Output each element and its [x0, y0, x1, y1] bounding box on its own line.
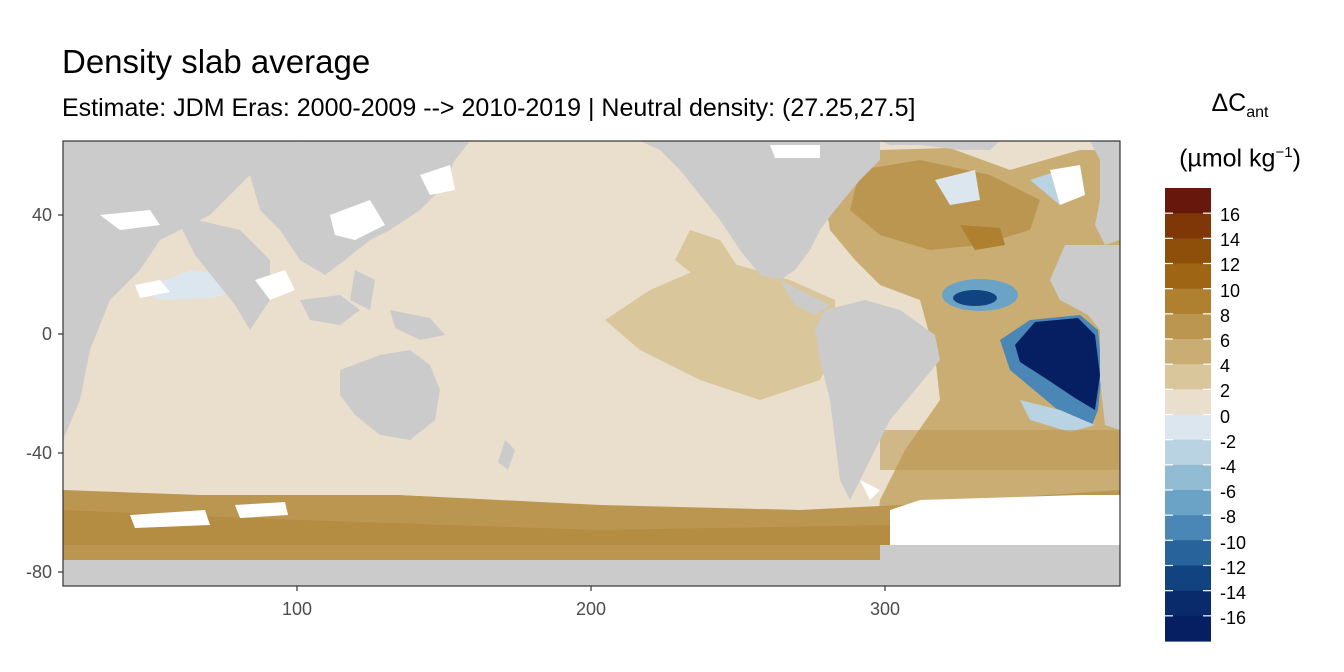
indian-southern-boundary	[63, 440, 700, 505]
colorbar-swatch	[1165, 464, 1211, 491]
missing-data-areas	[100, 145, 1120, 545]
north-atlantic-cold-patch	[935, 170, 980, 205]
legend-label: 12	[1220, 255, 1241, 276]
southern-ocean-inner-band	[63, 510, 1120, 545]
legend-label: -14	[1220, 583, 1247, 603]
colorbar-swatch	[1165, 515, 1211, 541]
x-tick-label: 100	[281, 599, 313, 619]
legend-label: -12	[1220, 557, 1247, 578]
atlantic-eddy-core	[953, 290, 997, 306]
map-panel	[63, 141, 1120, 586]
legend-label: -4	[1220, 457, 1237, 477]
negative-anomaly-core	[1015, 318, 1100, 410]
colorbar-swatch	[1165, 188, 1211, 214]
legend-label: 6	[1220, 331, 1231, 351]
colorbar-swatch	[1165, 288, 1211, 315]
legend-unit: (µmol kg−1)	[1150, 138, 1330, 173]
legend-label: 4	[1220, 356, 1231, 377]
atlantic-region	[820, 148, 1120, 586]
y-tick-label: 40	[31, 205, 52, 225]
y-tick-label: -40	[25, 443, 52, 463]
legend-title: ΔCant	[1150, 88, 1330, 128]
map-title: Density slab average	[62, 43, 371, 80]
legend-label: -8	[1220, 507, 1237, 528]
x-tick-label: 300	[869, 599, 901, 619]
colorbar-swatch	[1165, 615, 1211, 642]
legend-label: -16	[1220, 608, 1247, 629]
legend-symbol: ΔC	[1211, 89, 1247, 117]
colorbar-ticks	[1165, 212, 1211, 617]
y-axis-ticks	[58, 214, 63, 573]
pacific-warm-patch	[605, 260, 835, 400]
colorbar-swatch	[1165, 339, 1211, 365]
colorbar-swatch	[1165, 238, 1211, 265]
legend-label: 14	[1220, 230, 1241, 251]
colorbar-swatch	[1165, 590, 1211, 617]
colorbar-swatch	[1165, 439, 1211, 466]
colorbar-swatch	[1165, 213, 1211, 239]
colorbar-swatch	[1165, 565, 1211, 592]
legend-label: 16	[1220, 205, 1241, 225]
legend-unit-close: )	[1292, 144, 1301, 173]
colorbar-swatch	[1165, 364, 1211, 390]
legend-subscript: ant	[1246, 104, 1269, 121]
legend-unit-sup: −1	[1275, 144, 1293, 161]
colorbar-swatch	[1165, 263, 1211, 290]
colorbar-swatch	[1165, 389, 1211, 416]
colorbar	[1165, 188, 1211, 642]
x-tick-label: 200	[575, 599, 607, 619]
y-tick-label: -80	[25, 562, 52, 582]
colorbar-swatch	[1165, 313, 1211, 340]
x-axis-ticks	[296, 586, 886, 591]
legend-label: 10	[1220, 280, 1241, 301]
legend-label: 8	[1220, 305, 1231, 326]
legend-label: 2	[1220, 381, 1231, 402]
y-tick-label: 0	[41, 324, 52, 344]
north-atlantic-patch	[960, 225, 1005, 250]
pacific-warm-patch	[675, 230, 740, 280]
colorbar-swatch	[1165, 414, 1211, 441]
colorbar-swatch	[1165, 490, 1211, 516]
legend-label: -2	[1220, 431, 1237, 452]
negative-anomaly-fringe	[1020, 400, 1095, 432]
legend-label: 0	[1220, 406, 1231, 427]
legend-label: -10	[1220, 532, 1247, 553]
legend-unit-open: (µmol kg	[1179, 144, 1276, 173]
legend-label: -6	[1220, 482, 1237, 503]
colorbar-swatch	[1165, 540, 1211, 567]
south-atlantic-band	[880, 430, 1120, 470]
map-subtitle: Estimate: JDM Eras: 2000-2009 --> 2010-2…	[62, 94, 916, 122]
